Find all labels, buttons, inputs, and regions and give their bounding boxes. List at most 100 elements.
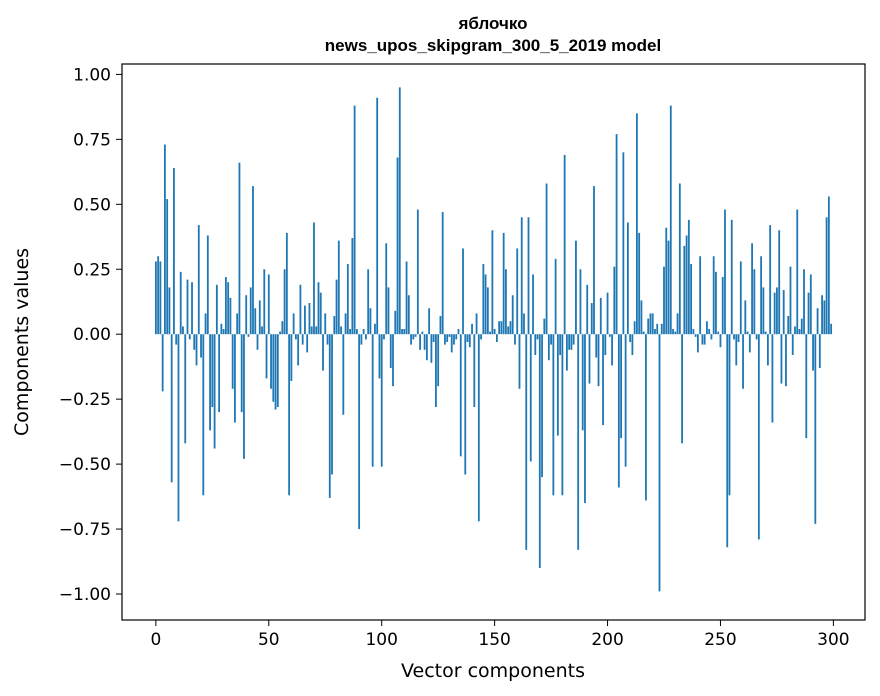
bar-220 — [651, 313, 654, 335]
bar-49 — [265, 334, 268, 379]
bar-3 — [161, 334, 164, 392]
bar-284 — [796, 209, 799, 335]
bar-52 — [272, 334, 275, 402]
bar-212 — [633, 321, 636, 335]
bar-207 — [622, 152, 625, 335]
bar-139 — [468, 334, 471, 348]
bar-173 — [545, 183, 548, 335]
bar-66 — [304, 305, 306, 335]
bar-16 — [191, 282, 193, 335]
bar-112 — [407, 295, 410, 335]
bar-188 — [579, 269, 582, 335]
bar-228 — [669, 105, 672, 335]
bar-160 — [516, 248, 519, 335]
bar-series — [154, 87, 833, 592]
bar-289 — [807, 292, 810, 335]
bar-171 — [541, 334, 543, 478]
bar-244 — [706, 321, 708, 335]
bar-229 — [672, 329, 674, 335]
bar-140 — [471, 323, 473, 335]
bar-113 — [410, 334, 412, 345]
bar-247 — [712, 256, 715, 335]
bar-147 — [486, 287, 489, 335]
bar-238 — [692, 329, 695, 335]
bar-12 — [182, 326, 184, 335]
bar-276 — [778, 230, 781, 335]
bar-192 — [588, 334, 591, 384]
bar-93 — [365, 334, 367, 340]
x-tick-label: 50 — [258, 630, 280, 650]
x-tick-label: 0 — [150, 630, 161, 650]
bar-138 — [466, 334, 469, 342]
bar-268 — [760, 256, 763, 335]
bar-181 — [563, 154, 566, 335]
bar-222 — [656, 323, 659, 335]
bar-246 — [710, 334, 713, 340]
bar-218 — [647, 318, 650, 335]
bar-196 — [597, 334, 600, 387]
bar-130 — [448, 334, 451, 337]
bar-292 — [814, 334, 817, 524]
bar-176 — [552, 334, 555, 496]
bar-72 — [317, 282, 320, 335]
bar-136 — [462, 248, 464, 335]
bar-62 — [294, 334, 297, 340]
bar-150 — [493, 329, 496, 335]
bar-203 — [613, 266, 616, 335]
bar-81 — [337, 240, 340, 335]
bar-259 — [739, 261, 742, 335]
bar-267 — [757, 334, 760, 540]
bar-37 — [238, 162, 241, 335]
bar-99 — [378, 334, 381, 379]
bar-142 — [475, 313, 478, 335]
bar-32 — [227, 282, 230, 335]
bar-114 — [412, 334, 415, 340]
bar-197 — [599, 297, 602, 335]
bar-217 — [645, 334, 647, 501]
bar-38 — [240, 334, 243, 413]
bar-60 — [290, 334, 293, 381]
bar-87 — [351, 238, 354, 335]
bar-132 — [453, 334, 455, 345]
bar-110 — [403, 329, 406, 335]
bar-255 — [730, 219, 733, 335]
bar-236 — [687, 219, 690, 335]
bar-157 — [509, 321, 512, 335]
bar-200 — [606, 292, 609, 335]
bar-131 — [450, 334, 453, 353]
bar-182 — [565, 334, 568, 371]
bar-9 — [175, 334, 178, 345]
bar-31 — [224, 277, 227, 335]
bar-129 — [446, 334, 449, 342]
bar-65 — [301, 334, 304, 345]
bar-219 — [649, 313, 652, 335]
chart-title: яблочко — [457, 14, 527, 33]
bar-277 — [780, 334, 783, 384]
bar-216 — [642, 331, 645, 335]
bar-59 — [288, 334, 291, 496]
bar-7 — [170, 334, 173, 483]
y-tick-label: −0.25 — [59, 390, 111, 410]
bar-78 — [331, 334, 333, 475]
bar-223 — [658, 334, 661, 592]
x-axis: 0 50 100 150 200 250 300 — [150, 620, 850, 650]
bar-75 — [324, 313, 327, 335]
y-tick-label: 0.75 — [73, 130, 111, 150]
bar-10 — [177, 334, 180, 522]
y-axis: 1.00 0.75 0.50 0.25 0.00 −0.25 −0.50 −0.75 −1.00 — [59, 65, 122, 605]
bar-183 — [568, 334, 571, 350]
bar-249 — [717, 331, 720, 335]
bar-148 — [489, 331, 492, 335]
bar-161 — [518, 334, 521, 389]
bar-263 — [748, 334, 751, 353]
bar-42 — [249, 287, 252, 335]
bar-195 — [595, 334, 598, 358]
bar-156 — [507, 326, 510, 335]
bar-264 — [751, 243, 753, 335]
y-tick-label: 0.50 — [73, 195, 111, 215]
bar-50 — [267, 274, 270, 335]
bar-252 — [724, 209, 726, 335]
bar-283 — [794, 326, 796, 335]
bar-133 — [455, 334, 458, 340]
bar-230 — [674, 331, 677, 335]
